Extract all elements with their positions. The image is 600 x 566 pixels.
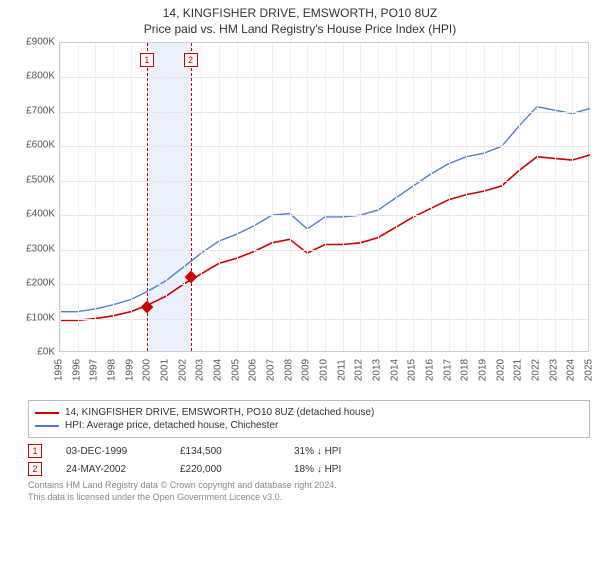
x-tick-label: 1995 (54, 359, 65, 381)
legend-swatch (35, 412, 59, 414)
x-tick-label: 2019 (478, 359, 489, 381)
sale-delta: 18% ↓ HPI (294, 464, 384, 475)
legend-item: HPI: Average price, detached house, Chic… (35, 420, 583, 431)
y-tick-label: £200K (26, 278, 55, 289)
x-tick-label: 2016 (425, 359, 436, 381)
y-axis: £0K£100K£200K£300K£400K£500K£600K£700K£8… (11, 42, 59, 352)
chart-area: £0K£100K£200K£300K£400K£500K£600K£700K£8… (11, 42, 589, 352)
x-tick-label: 2022 (531, 359, 542, 381)
x-tick-label: 2003 (195, 359, 206, 381)
y-tick-label: £700K (26, 105, 55, 116)
x-tick-label: 2024 (566, 359, 577, 381)
x-tick-label: 2001 (160, 359, 171, 381)
footer-attribution: Contains HM Land Registry data © Crown c… (28, 480, 590, 503)
sale-delta: 31% ↓ HPI (294, 446, 384, 457)
y-tick-label: £900K (26, 37, 55, 48)
x-axis: 1995199619971998199920002001200220032004… (59, 352, 589, 390)
x-tick-label: 2011 (336, 359, 347, 381)
sale-date: 24-MAY-2002 (66, 464, 156, 475)
legend-item: 14, KINGFISHER DRIVE, EMSWORTH, PO10 8UZ… (35, 407, 583, 418)
x-tick-label: 2000 (142, 359, 153, 381)
x-tick-label: 2013 (372, 359, 383, 381)
sale-marker-box: 2 (28, 462, 42, 476)
x-tick-label: 1998 (107, 359, 118, 381)
x-tick-label: 2005 (230, 359, 241, 381)
legend: 14, KINGFISHER DRIVE, EMSWORTH, PO10 8UZ… (28, 400, 590, 438)
x-tick-label: 2021 (513, 359, 524, 381)
y-tick-label: £600K (26, 140, 55, 151)
sale-row: 1 03-DEC-1999 £134,500 31% ↓ HPI (28, 444, 590, 458)
x-tick-label: 2006 (248, 359, 259, 381)
x-tick-label: 2020 (495, 359, 506, 381)
x-tick-label: 2002 (177, 359, 188, 381)
sale-price: £220,000 (180, 464, 270, 475)
x-tick-label: 2008 (283, 359, 294, 381)
x-tick-label: 2004 (213, 359, 224, 381)
y-tick-label: £0K (37, 347, 55, 358)
y-tick-label: £100K (26, 312, 55, 323)
sale-marker-box: 1 (28, 444, 42, 458)
sale-price: £134,500 (180, 446, 270, 457)
x-tick-label: 2017 (442, 359, 453, 381)
legend-label: 14, KINGFISHER DRIVE, EMSWORTH, PO10 8UZ… (65, 407, 374, 418)
x-tick-label: 2007 (266, 359, 277, 381)
sale-marker-box: 2 (184, 53, 198, 67)
chart-title: 14, KINGFISHER DRIVE, EMSWORTH, PO10 8UZ (0, 6, 600, 20)
x-tick-label: 2014 (389, 359, 400, 381)
sale-date: 03-DEC-1999 (66, 446, 156, 457)
x-tick-label: 2025 (584, 359, 595, 381)
sale-row: 2 24-MAY-2002 £220,000 18% ↓ HPI (28, 462, 590, 476)
y-tick-label: £400K (26, 209, 55, 220)
y-tick-label: £800K (26, 71, 55, 82)
x-tick-label: 1999 (124, 359, 135, 381)
x-tick-label: 1997 (89, 359, 100, 381)
plot-area: 12 (59, 42, 589, 352)
legend-swatch (35, 425, 59, 427)
chart-subtitle: Price paid vs. HM Land Registry's House … (0, 22, 600, 36)
x-tick-label: 2012 (354, 359, 365, 381)
sale-marker-box: 1 (140, 53, 154, 67)
y-tick-label: £500K (26, 174, 55, 185)
legend-label: HPI: Average price, detached house, Chic… (65, 420, 278, 431)
x-tick-label: 2009 (301, 359, 312, 381)
x-tick-label: 2015 (407, 359, 418, 381)
x-tick-label: 1996 (71, 359, 82, 381)
footer-line-1: Contains HM Land Registry data © Crown c… (28, 480, 590, 492)
y-tick-label: £300K (26, 243, 55, 254)
sales-table: 1 03-DEC-1999 £134,500 31% ↓ HPI 2 24-MAY-200… (28, 444, 590, 476)
footer-line-2: This data is licensed under the Open Gov… (28, 492, 590, 504)
x-tick-label: 2023 (548, 359, 559, 381)
x-tick-label: 2010 (319, 359, 330, 381)
x-tick-label: 2018 (460, 359, 471, 381)
